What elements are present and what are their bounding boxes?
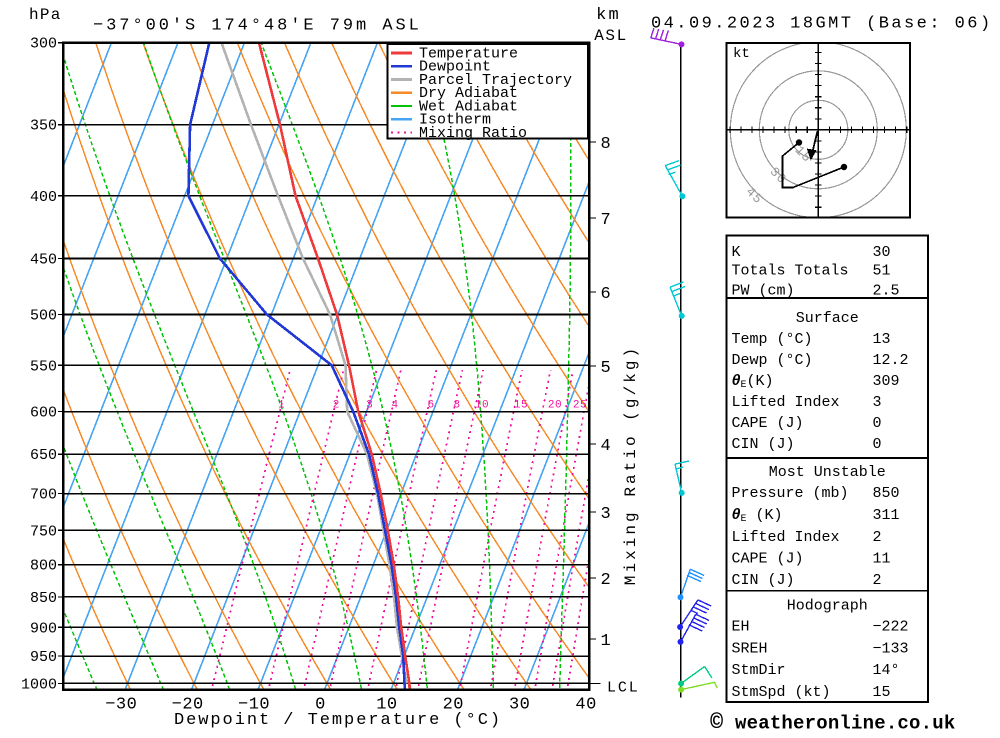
- svg-text:Parcel Trajectory: Parcel Trajectory: [419, 72, 572, 89]
- svg-text:40: 40: [575, 696, 596, 715]
- svg-text:CAPE (J): CAPE (J): [732, 551, 804, 568]
- svg-text:Dewp (°C): Dewp (°C): [732, 352, 813, 369]
- svg-text:3: 3: [873, 394, 882, 411]
- svg-text:Temp (°C): Temp (°C): [732, 331, 813, 348]
- svg-text:10: 10: [475, 399, 489, 411]
- svg-text:StmSpd (kt): StmSpd (kt): [732, 684, 831, 701]
- svg-text:650: 650: [30, 447, 57, 464]
- svg-text:LCL: LCL: [607, 680, 640, 697]
- svg-text:Totals Totals: Totals Totals: [732, 263, 849, 280]
- svg-text:CIN (J): CIN (J): [732, 436, 795, 453]
- svg-text:StmDir: StmDir: [732, 662, 786, 679]
- svg-text:Lifted Index: Lifted Index: [732, 529, 840, 546]
- svg-text:25: 25: [573, 399, 587, 411]
- svg-text:8: 8: [453, 399, 460, 411]
- svg-text:6: 6: [601, 285, 611, 304]
- svg-text:Mixing Ratio (g/kg): Mixing Ratio (g/kg): [622, 345, 640, 585]
- svg-text:Temperature: Temperature: [419, 45, 518, 62]
- svg-text:850: 850: [873, 485, 900, 502]
- svg-text:350: 350: [30, 118, 57, 135]
- svg-text:400: 400: [30, 189, 57, 206]
- svg-text:950: 950: [30, 649, 57, 666]
- svg-text:5: 5: [601, 359, 611, 378]
- svg-text:ASL: ASL: [594, 27, 628, 45]
- svg-text:Isotherm: Isotherm: [419, 112, 491, 129]
- svg-text:15: 15: [514, 399, 528, 411]
- svg-text:1000: 1000: [21, 676, 57, 693]
- svg-text:04.09.2023 18GMT (Base: 06): 04.09.2023 18GMT (Base: 06): [651, 15, 993, 34]
- svg-text:2: 2: [333, 399, 340, 411]
- svg-text:K: K: [732, 244, 741, 261]
- svg-text:800: 800: [30, 558, 57, 575]
- svg-text:2: 2: [873, 529, 882, 546]
- svg-text:750: 750: [30, 523, 57, 540]
- svg-text:20: 20: [443, 696, 464, 715]
- svg-text:−20: −20: [172, 696, 204, 715]
- svg-text:Dry Adiabat: Dry Adiabat: [419, 85, 518, 102]
- svg-text:30: 30: [509, 696, 530, 715]
- svg-text:700: 700: [30, 487, 57, 504]
- svg-text:500: 500: [30, 308, 57, 325]
- svg-text:−133: −133: [873, 641, 909, 658]
- svg-text:850: 850: [30, 590, 57, 607]
- svg-text:4: 4: [601, 437, 611, 456]
- svg-text:14°: 14°: [873, 662, 900, 679]
- svg-text:PW (cm): PW (cm): [732, 283, 795, 300]
- svg-text:CIN (J): CIN (J): [732, 572, 795, 589]
- svg-text:300: 300: [30, 36, 57, 53]
- svg-text:900: 900: [30, 620, 57, 637]
- svg-text:Dewpoint: Dewpoint: [419, 59, 491, 76]
- svg-text:600: 600: [30, 405, 57, 422]
- svg-text:2.5: 2.5: [873, 283, 900, 300]
- svg-text:20: 20: [548, 399, 562, 411]
- svg-text:30: 30: [873, 244, 891, 261]
- svg-text:hPa: hPa: [29, 6, 62, 24]
- svg-text:Dewpoint / Temperature (°C): Dewpoint / Temperature (°C): [174, 711, 502, 730]
- svg-text:15: 15: [873, 684, 891, 701]
- svg-text:550: 550: [30, 358, 57, 375]
- svg-text:SREH: SREH: [732, 641, 768, 658]
- svg-text:Pressure (mb): Pressure (mb): [732, 485, 849, 502]
- svg-text:1: 1: [601, 632, 611, 651]
- svg-text:309: 309: [873, 373, 900, 390]
- svg-text:Wet Adiabat: Wet Adiabat: [419, 98, 518, 115]
- svg-text:0: 0: [315, 696, 326, 715]
- svg-text:θE(K): θE(K): [732, 373, 774, 391]
- svg-text:3: 3: [601, 505, 611, 524]
- svg-text:450: 450: [30, 252, 57, 269]
- svg-text:Surface: Surface: [796, 310, 859, 327]
- svg-text:Lifted Index: Lifted Index: [732, 394, 840, 411]
- svg-text:13: 13: [873, 331, 891, 348]
- svg-text:311: 311: [873, 507, 900, 524]
- svg-text:4: 4: [391, 399, 398, 411]
- svg-text:−222: −222: [873, 619, 909, 636]
- svg-text:8: 8: [601, 135, 611, 154]
- svg-text:3: 3: [366, 399, 373, 411]
- svg-text:10: 10: [376, 696, 397, 715]
- svg-text:© weatheronline.co.uk: © weatheronline.co.uk: [710, 711, 955, 734]
- svg-text:7: 7: [601, 211, 611, 230]
- svg-text:12.2: 12.2: [873, 352, 909, 369]
- svg-text:θE (K): θE (K): [732, 507, 783, 525]
- svg-text:−10: −10: [238, 696, 270, 715]
- svg-text:km: km: [596, 6, 621, 25]
- svg-text:2: 2: [873, 572, 882, 589]
- svg-text:CAPE (J): CAPE (J): [732, 415, 804, 432]
- svg-text:0: 0: [873, 415, 882, 432]
- svg-text:11: 11: [873, 551, 891, 568]
- svg-text:51: 51: [873, 263, 891, 280]
- svg-text:−37°00'S 174°48'E 79m ASL: −37°00'S 174°48'E 79m ASL: [93, 17, 422, 36]
- svg-text:Mixing Ratio: Mixing Ratio: [419, 125, 527, 142]
- svg-text:6: 6: [427, 399, 434, 411]
- svg-text:0: 0: [873, 436, 882, 453]
- svg-text:2: 2: [601, 571, 611, 590]
- svg-text:EH: EH: [732, 619, 750, 636]
- svg-text:Most Unstable: Most Unstable: [769, 464, 886, 481]
- svg-text:Hodograph: Hodograph: [787, 598, 868, 615]
- svg-text:1: 1: [278, 399, 285, 411]
- svg-text:kt: kt: [733, 46, 750, 62]
- svg-text:−30: −30: [105, 696, 137, 715]
